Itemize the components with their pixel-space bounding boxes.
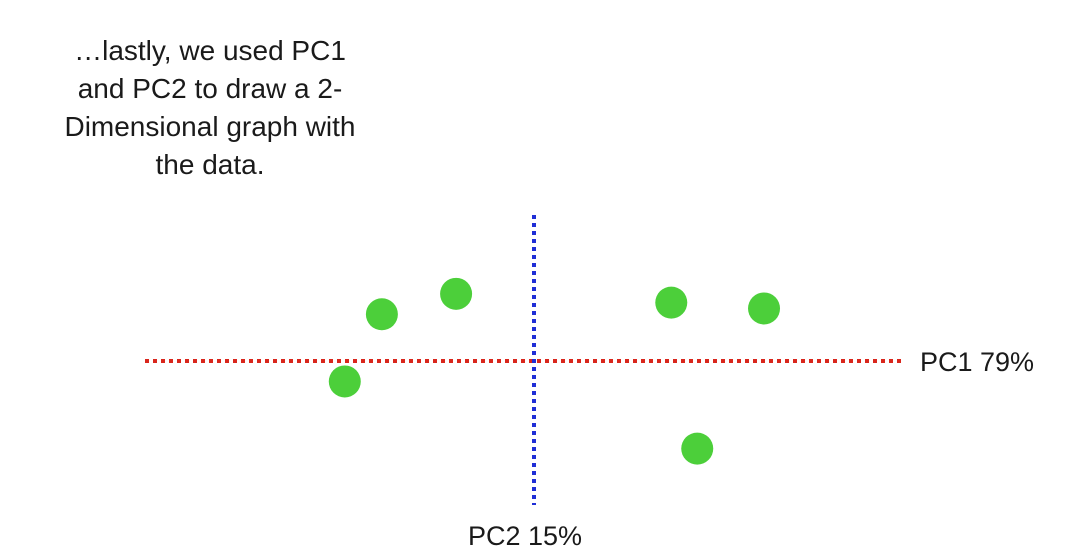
caption-line-2: and PC2 to draw a 2- [77, 73, 343, 104]
data-point-5 [748, 292, 781, 325]
pc2-axis-label: PC2 15% [468, 521, 582, 551]
data-point-4 [655, 286, 688, 319]
data-point-1 [328, 365, 361, 398]
pc1-axis-label: PC1 79% [920, 347, 1034, 377]
caption-line-1: …lastly, we used PC1 [74, 35, 346, 66]
data-points [328, 277, 781, 465]
data-point-2 [365, 298, 398, 331]
caption-text: …lastly, we used PC1 and PC2 to draw a 2… [20, 32, 400, 184]
caption-line-3: Dimensional graph with [64, 111, 356, 142]
caption-line-4: the data. [155, 149, 265, 180]
data-point-6 [681, 432, 714, 465]
data-point-3 [440, 277, 473, 310]
